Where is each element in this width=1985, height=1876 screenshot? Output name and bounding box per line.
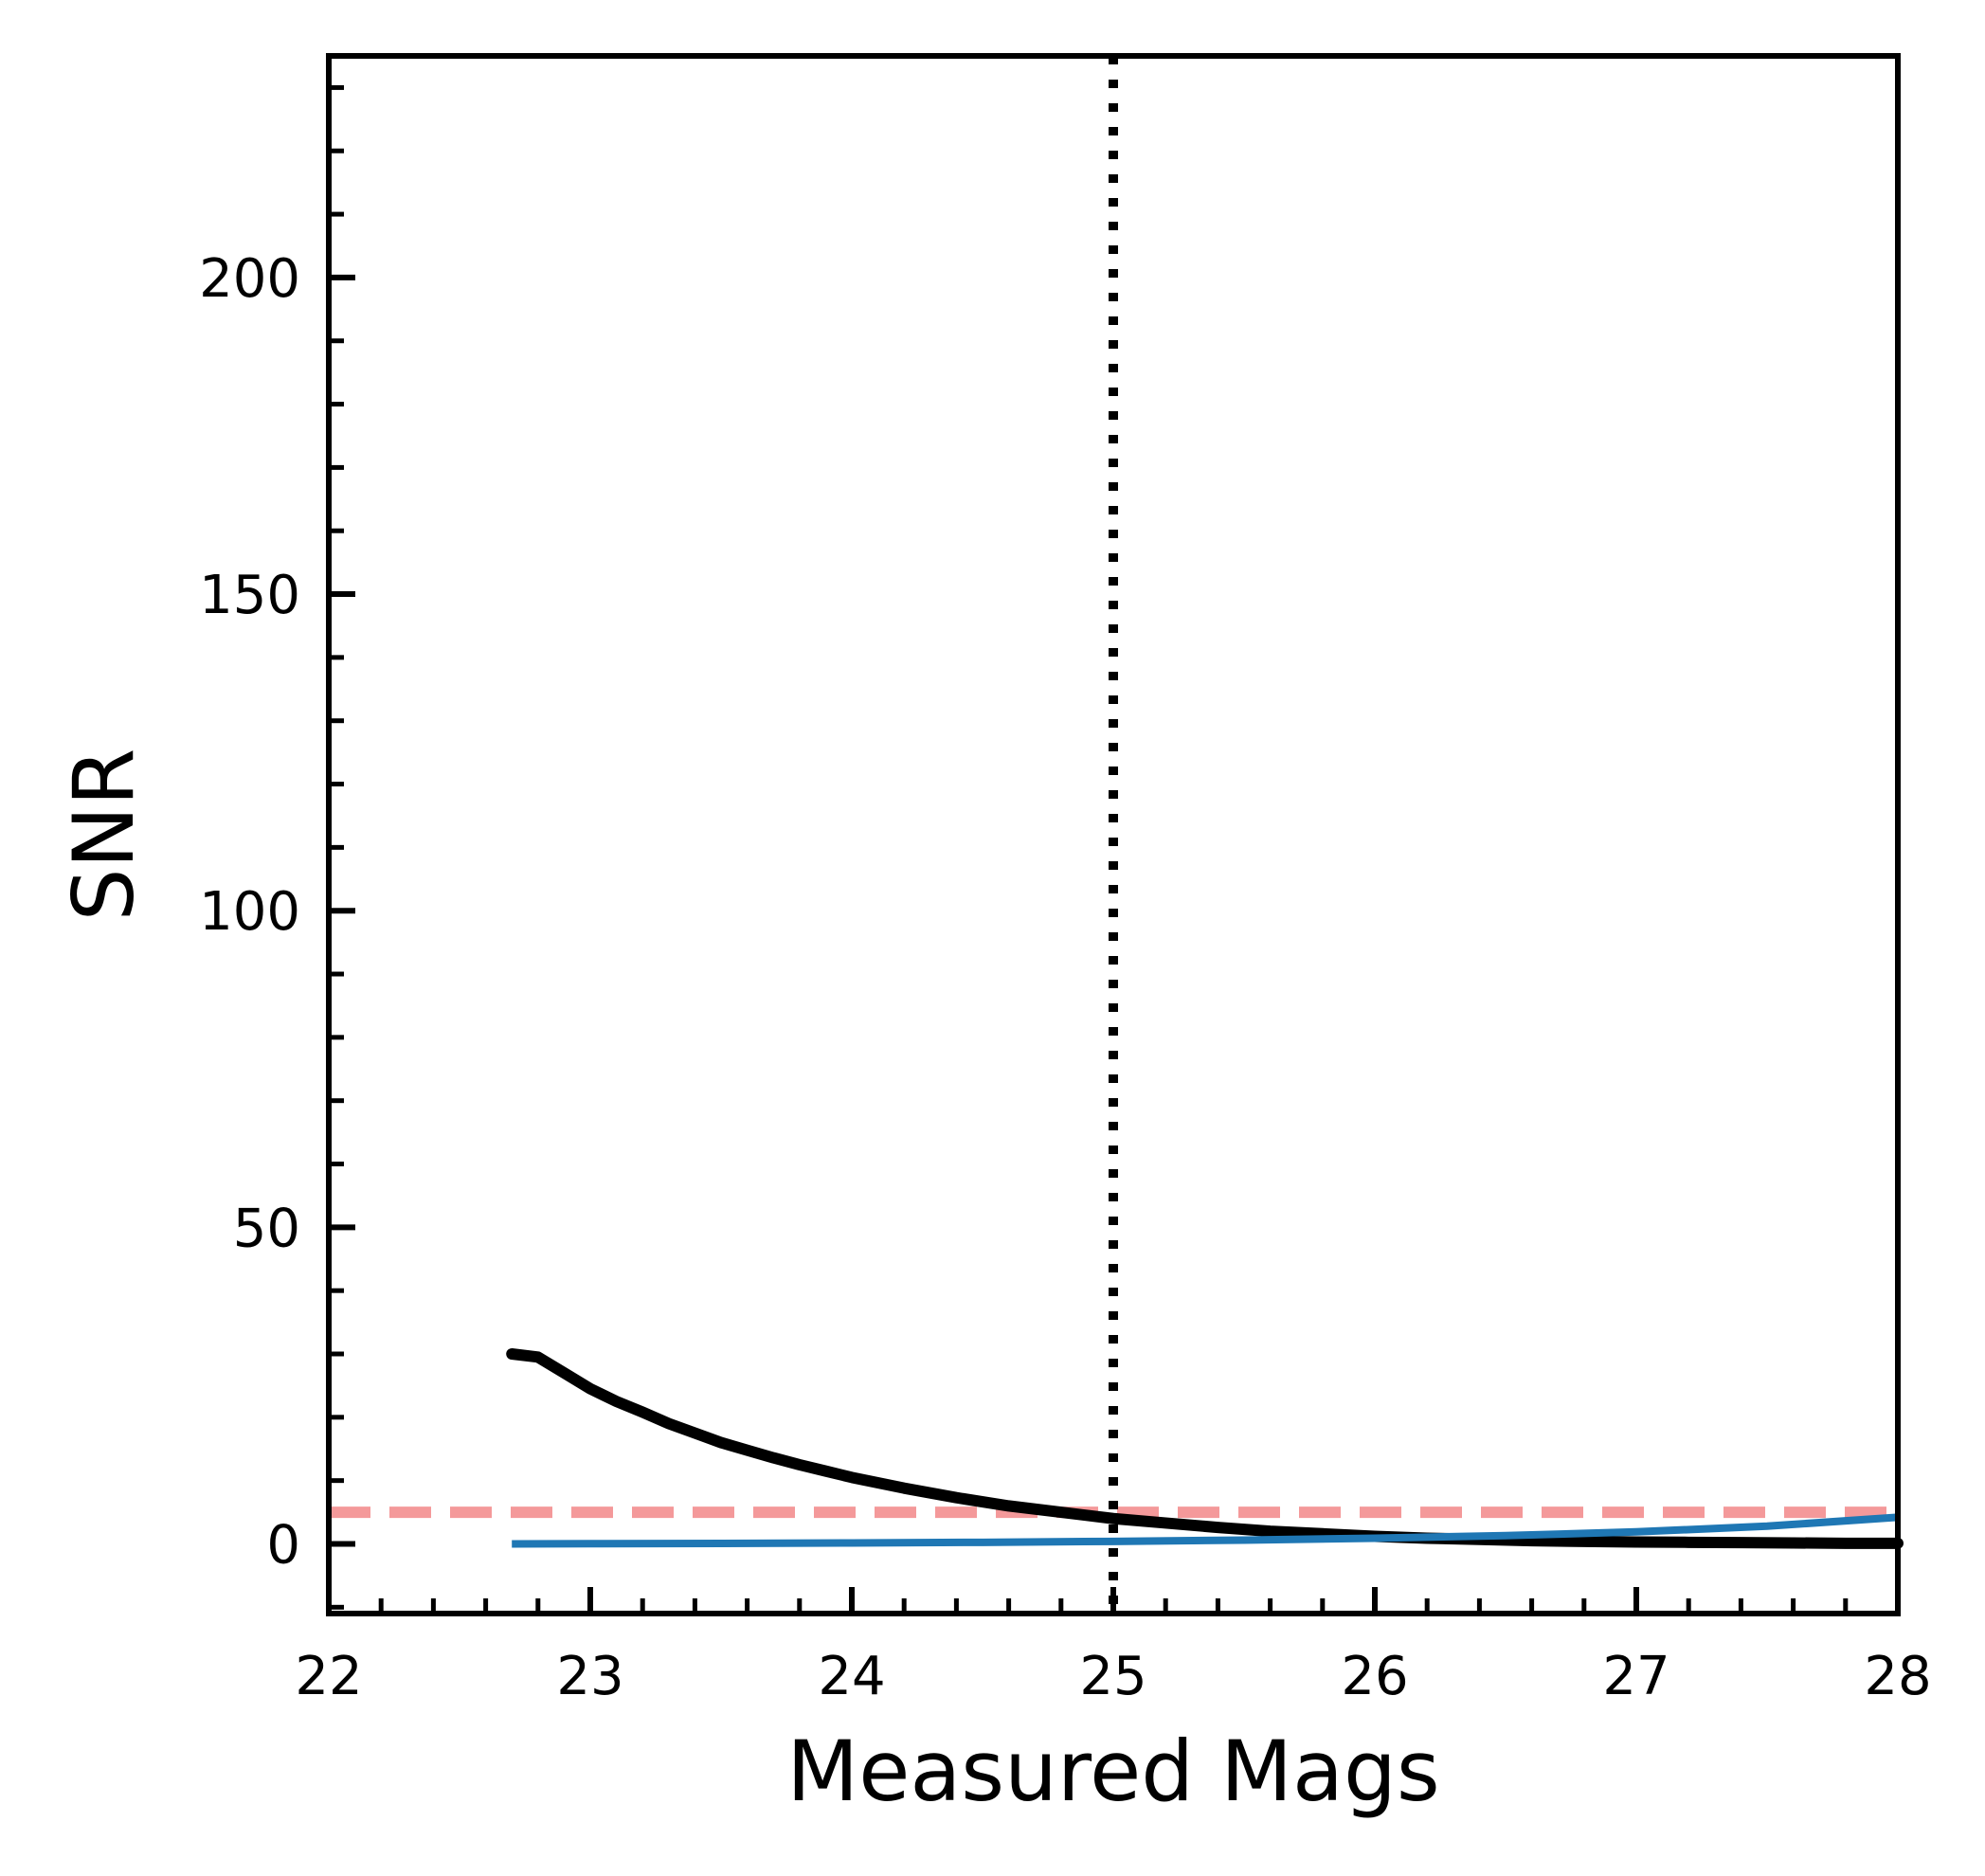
snr-data-point xyxy=(638,1407,648,1417)
snr-data-point xyxy=(1840,1538,1850,1548)
snr-data-point xyxy=(1684,1537,1694,1547)
snr-data-point xyxy=(690,1428,700,1438)
snr-data-point xyxy=(899,1483,910,1493)
snr-data-point xyxy=(951,1492,962,1503)
snr-data-point xyxy=(1213,1523,1223,1533)
snr-data-point xyxy=(1632,1537,1641,1547)
x-axis-label: Measured Mags xyxy=(786,1723,1439,1820)
plot-frame xyxy=(326,53,1901,1616)
snr-data-point xyxy=(716,1437,726,1448)
y-tick-label: 100 xyxy=(199,881,300,943)
y-tick-label: 0 xyxy=(266,1514,300,1576)
x-tick-label: 27 xyxy=(1602,1646,1669,1707)
snr-data-point xyxy=(1788,1538,1798,1548)
snr-data-point xyxy=(821,1466,831,1476)
snr-data-point xyxy=(1109,1513,1118,1524)
snr-data-point xyxy=(586,1383,595,1394)
snr-model-line xyxy=(512,1513,1899,1548)
snr-data-point xyxy=(507,1349,517,1359)
x-tick-label: 23 xyxy=(556,1646,623,1707)
y-axis-label: SNR xyxy=(55,749,153,922)
x-tick-label: 26 xyxy=(1341,1646,1408,1707)
snr-data-point xyxy=(1579,1536,1589,1546)
plot-content xyxy=(329,56,1904,1614)
x-tick-label: 25 xyxy=(1079,1646,1146,1707)
snr-data-point xyxy=(1265,1526,1275,1537)
snr-data-point xyxy=(1736,1538,1746,1548)
tick-labels: 22 23 24 25 26 27 28 0 50 100 150 200 xyxy=(199,248,1932,1707)
snr-data-point xyxy=(1003,1501,1014,1511)
x-tick-label: 24 xyxy=(818,1646,885,1707)
snr-data-point xyxy=(768,1452,779,1463)
x-tick-label: 22 xyxy=(295,1646,362,1707)
snr-data-point xyxy=(1056,1507,1066,1518)
snr-data-point xyxy=(847,1472,857,1483)
snr-data-point xyxy=(742,1445,752,1455)
snr-scatter-band xyxy=(506,1348,1904,1549)
x-tick-label: 28 xyxy=(1864,1646,1931,1707)
y-tick-label: 50 xyxy=(233,1198,300,1259)
snr-data-point xyxy=(663,1418,674,1429)
snr-data-point xyxy=(532,1352,543,1362)
y-tick-label: 150 xyxy=(199,565,300,626)
snr-data-point xyxy=(611,1397,622,1407)
snr-data-point xyxy=(1161,1518,1171,1528)
y-tick-label: 200 xyxy=(199,248,300,310)
snr-data-point xyxy=(794,1459,804,1470)
snr-data-point xyxy=(559,1368,569,1379)
